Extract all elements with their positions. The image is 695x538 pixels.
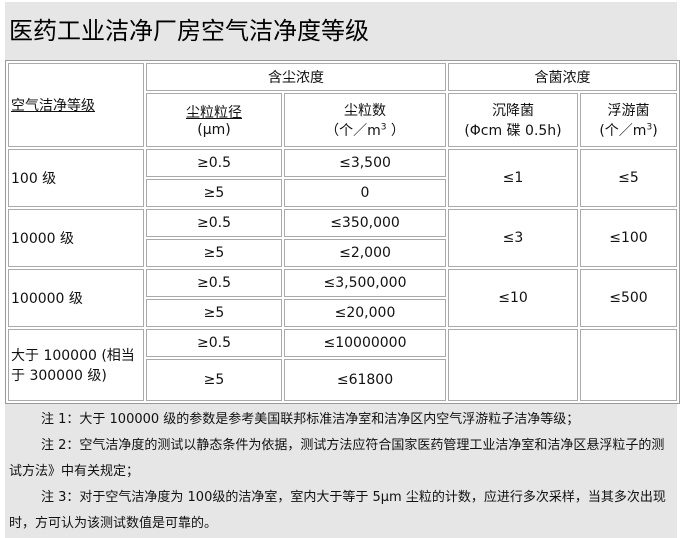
page: 医药工业洁净厂房空气洁净度等级 空气洁净等级 含尘浓度 含菌浓度 尘粒粒径 (μm… [5, 2, 680, 538]
table-row: 100 级 ≥0.5 ≤3,500 ≤1 ≤5 [8, 149, 677, 207]
float-cell: ≤100 [580, 209, 677, 267]
header-settle: 沉降菌 (Φcm 碟 0.5h) [448, 93, 578, 147]
count-cell: ≤10000000 [284, 329, 446, 357]
size-cell: ≥5 [146, 299, 282, 327]
count-cell: 0 [284, 179, 446, 207]
count-cell: ≤61800 [284, 359, 446, 401]
header-float: 浮游菌 (个／m3) [580, 93, 677, 147]
size-cell: ≥0.5 [146, 329, 282, 357]
note-1: 注 1：大于 100000 级的参数是参考美国联邦标准洁净室和洁净区内空气浮游粒… [41, 412, 580, 427]
table-row: ≥5 ≤61800 [8, 359, 677, 401]
count-cell: ≤2,000 [284, 239, 446, 267]
table-row: 大于 100000 (相当于 300000 级) ≥0.5 ≤10000000 [8, 329, 677, 401]
count-cell: ≤20,000 [284, 299, 446, 327]
size-cell: ≥5 [146, 359, 282, 401]
settle-cell: ≤10 [448, 269, 578, 327]
note-3: 注 3：对于空气洁净度为 100级的洁净室，室内大于等于 5μm 尘粒的计数，应… [9, 490, 666, 531]
page-title: 医药工业洁净厂房空气洁净度等级 [9, 17, 369, 45]
cleanliness-table: 空气洁净等级 含尘浓度 含菌浓度 尘粒粒径 (μm) 尘粒数 （个／m3 ） 沉降菌… [5, 60, 680, 404]
table-row: 100000 级 ≥0.5 ≤3,500,000 ≤10 ≤500 [8, 269, 677, 327]
table-row: ≥5 ≤2,000 [8, 239, 677, 267]
float-cell: ≤500 [580, 269, 677, 327]
notes: 注 1：大于 100000 级的参数是参考美国联邦标准洁净室和洁净区内空气浮游粒… [5, 407, 677, 537]
size-cell: ≥0.5 [146, 209, 282, 237]
grade-cell: 100 级 [8, 149, 144, 207]
grade-cell: 10000 级 [8, 209, 144, 267]
table-row: ≥5 ≤20,000 [8, 299, 677, 327]
settle-cell: ≤1 [448, 149, 578, 207]
size-cell: ≥0.5 [146, 149, 282, 177]
size-cell: ≥5 [146, 179, 282, 207]
count-cell: ≤3,500,000 [284, 269, 446, 297]
size-cell: ≥5 [146, 239, 282, 267]
header-count: 尘粒数 （个／m3 ） [284, 93, 446, 147]
count-cell: ≤350,000 [284, 209, 446, 237]
float-cell: ≤5 [580, 149, 677, 207]
header-size: 尘粒粒径 (μm) [146, 93, 282, 147]
settle-cell [448, 329, 578, 401]
header-dust: 含尘浓度 [146, 63, 446, 91]
header-bacteria: 含菌浓度 [448, 63, 677, 91]
settle-cell: ≤3 [448, 209, 578, 267]
header-grade: 空气洁净等级 [8, 63, 144, 147]
float-cell [580, 329, 677, 401]
table-row: ≥5 0 [8, 179, 677, 207]
note-2: 注 2：空气洁净度的测试以静态条件为依据，测试方法应符合国家医药管理工业洁净室和… [9, 438, 665, 479]
size-cell: ≥0.5 [146, 269, 282, 297]
table-row: 10000 级 ≥0.5 ≤350,000 ≤3 ≤100 [8, 209, 677, 267]
count-cell: ≤3,500 [284, 149, 446, 177]
grade-cell: 100000 级 [8, 269, 144, 327]
grade-cell: 大于 100000 (相当于 300000 级) [8, 329, 144, 401]
